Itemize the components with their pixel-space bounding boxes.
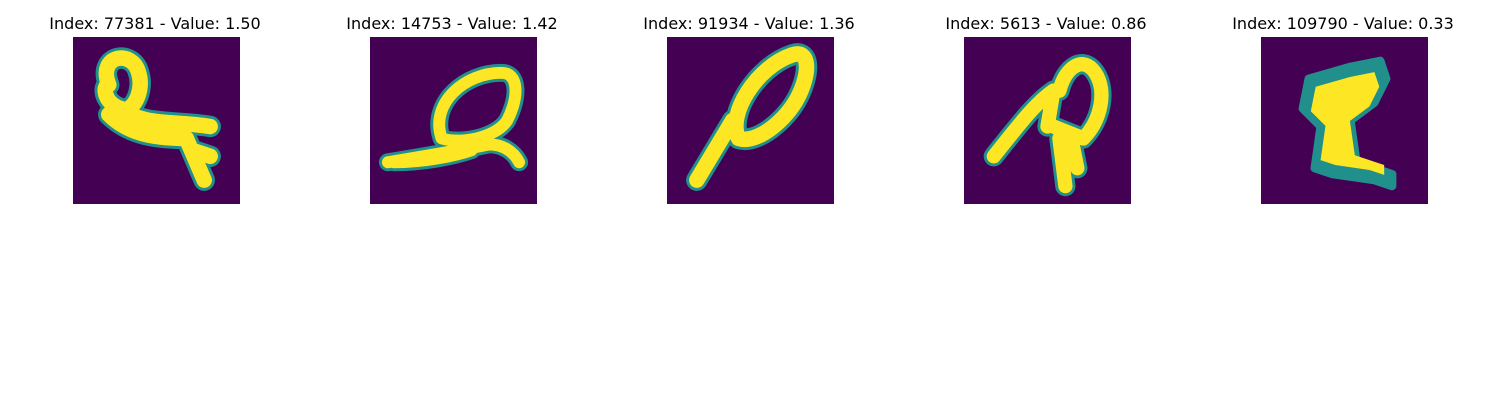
slanted-loop-digit-icon xyxy=(667,37,834,204)
looped-stroke-digit-icon xyxy=(370,37,537,204)
panel-title: Index: 109790 - Value: 0.33 xyxy=(1232,14,1454,33)
panel-title: Index: 5613 - Value: 0.86 xyxy=(945,14,1147,33)
image-panel-4: Index: 5613 - Value: 0.86 xyxy=(916,10,1176,210)
image-panel-3: Index: 91934 - Value: 1.36 xyxy=(619,10,879,210)
image-panel-2: Index: 14753 - Value: 1.42 xyxy=(322,10,582,210)
panel-title: Index: 14753 - Value: 1.42 xyxy=(346,14,558,33)
z-shaped-digit-icon xyxy=(1261,37,1428,204)
panel-title: Index: 91934 - Value: 1.36 xyxy=(643,14,855,33)
image-panel-5: Index: 109790 - Value: 0.33 xyxy=(1213,10,1473,210)
digit-glyph-core xyxy=(1310,72,1385,175)
image-panel-1: Index: 77381 - Value: 1.50 xyxy=(25,10,285,210)
a-shaped-digit-icon xyxy=(964,37,1131,204)
panel-title: Index: 77381 - Value: 1.50 xyxy=(49,14,261,33)
ampersand-loop-digit-icon xyxy=(73,37,240,204)
